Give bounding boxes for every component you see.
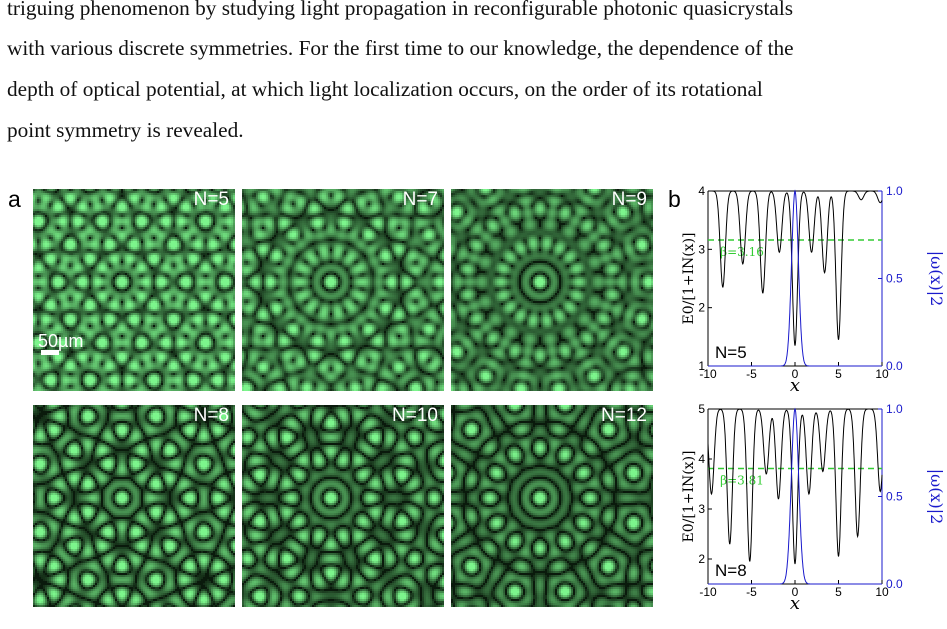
tile-label: N=10 <box>392 405 438 427</box>
y-right-tick-label: 0.5 <box>886 272 903 286</box>
scale-bar-label: 50µm <box>38 331 83 352</box>
y-right-tick-label: 0.0 <box>886 577 903 591</box>
tile-label: N=7 <box>403 189 438 211</box>
x-tick-label: -10 <box>699 585 717 599</box>
y-right-tick-label: 0.5 <box>886 490 903 504</box>
y-left-axis-label: E0/[1+IN(x)] <box>681 450 697 542</box>
x-axis-label: x <box>790 375 800 396</box>
panel-a-letter: a <box>8 186 21 213</box>
pattern-tile-n8: N=8 <box>33 405 235 607</box>
y-right-tick-label: 1.0 <box>886 184 903 198</box>
pattern-tile-n5: N=5 50µm <box>33 189 235 391</box>
x-axis-label: x <box>790 593 800 614</box>
y-right-axis-label: |ω(x)|2 <box>927 251 946 307</box>
x-tick-label: 5 <box>835 367 842 381</box>
y-left-tick-label: 2 <box>698 552 705 566</box>
potential-curve <box>708 191 882 346</box>
x-tick-label: -5 <box>746 585 757 599</box>
tile-label: N=5 <box>194 189 229 211</box>
interference-pattern-image <box>33 189 235 391</box>
y-left-tick-label: 1 <box>698 359 705 373</box>
tile-label: N=8 <box>194 405 229 427</box>
y-right-tick-label: 1.0 <box>886 402 903 416</box>
tile-label: N=9 <box>612 189 647 211</box>
pattern-tile-n7: N=7 <box>242 189 444 391</box>
x-tick-label: -5 <box>746 367 757 381</box>
y-left-tick-label: 2 <box>698 301 705 315</box>
paragraph-line: triguing phenomenon by studying light pr… <box>7 0 793 21</box>
paragraph-line: point symmetry is revealed. <box>7 118 244 143</box>
pattern-tile-n10: N=10 <box>242 405 444 607</box>
tile-label: N=12 <box>601 405 647 427</box>
panel-label: N=5 <box>715 343 747 362</box>
scale-bar: 50µm <box>38 331 83 355</box>
pattern-tile-n9: N=9 <box>451 189 653 391</box>
y-left-tick-label: 5 <box>698 402 705 416</box>
interference-pattern-image <box>242 189 444 391</box>
interference-pattern-image <box>451 405 653 607</box>
y-right-axis-label: |ω(x)|2 <box>927 469 946 525</box>
x-tick-label: 5 <box>835 585 842 599</box>
paragraph-line: depth of optical potential, at which lig… <box>7 77 763 102</box>
pattern-tile-n12: N=12 <box>451 405 653 607</box>
y-left-tick-label: 4 <box>698 184 705 198</box>
interference-pattern-image <box>33 405 235 607</box>
paragraph-line: with various discrete symmetries. For th… <box>7 36 794 61</box>
y-left-tick-label: 4 <box>698 452 705 466</box>
panel-label: N=8 <box>715 561 747 580</box>
y-left-tick-label: 3 <box>698 502 705 516</box>
y-left-axis-label: E0/[1+IN(x)] <box>681 232 697 324</box>
y-right-tick-label: 0.0 <box>886 359 903 373</box>
y-left-tick-label: 3 <box>698 242 705 256</box>
mode-curve <box>708 191 882 366</box>
interference-pattern-image <box>242 405 444 607</box>
interference-pattern-image <box>451 189 653 391</box>
